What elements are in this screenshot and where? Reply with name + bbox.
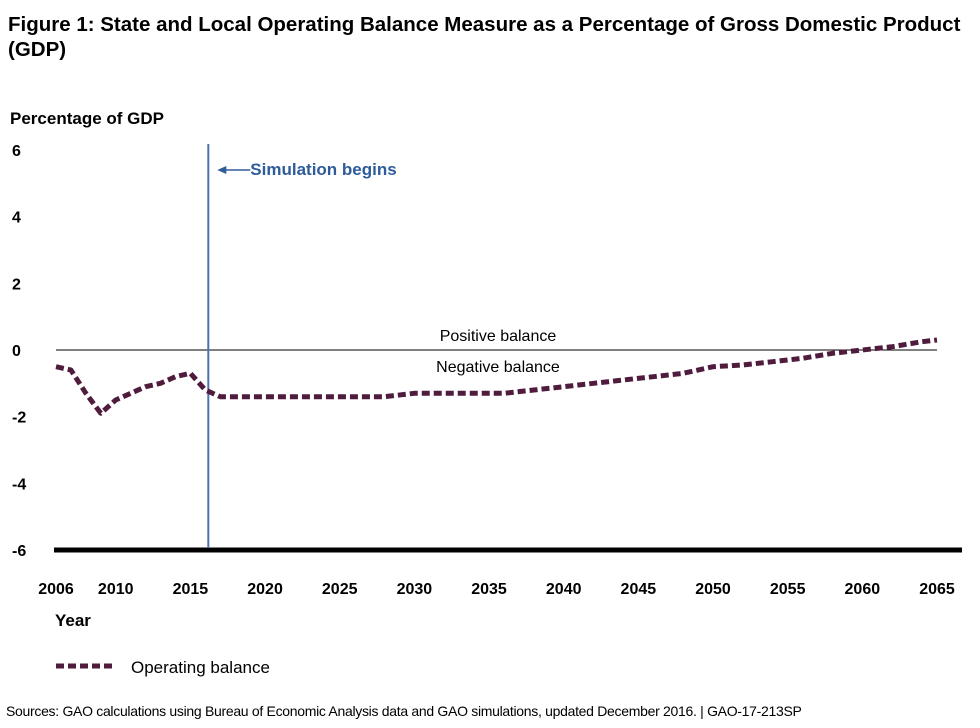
x-tick-label: 2040 [546,581,582,598]
y-tick-label: -2 [12,410,26,427]
y-tick-label: 4 [12,210,21,227]
source-note: Sources: GAO calculations using Bureau o… [6,703,802,719]
x-tick-labels: 2006 2010 2015 2020 2025 2030 2035 2040 2045 2050… [38,581,955,598]
x-tick-label: 2030 [397,581,433,598]
x-tick-label: 2035 [471,581,507,598]
x-tick-label: 2010 [98,581,134,598]
y-tick-label: 2 [12,276,21,293]
x-tick-label: 2050 [695,581,731,598]
y-tick-label: 0 [12,343,21,360]
operating-balance-line [55,337,938,416]
simulation-begins-label: Simulation begins [250,160,396,179]
x-tick-label: 2045 [621,581,657,598]
x-axis-title: Year [55,611,91,630]
simulation-arrow-head [217,166,227,174]
x-tick-label: 2015 [173,581,209,598]
negative-balance-label: Negative balance [436,359,560,376]
y-tick-label: 6 [12,143,21,160]
y-axis-title: Percentage of GDP [10,109,164,128]
y-tick-labels: 6 4 2 0 -2 -4 -6 [12,143,26,560]
x-tick-label: 2055 [770,581,806,598]
figure-title: Figure 1: State and Local Operating Bala… [8,13,961,61]
legend-label: Operating balance [131,658,270,677]
x-tick-label: 2060 [845,581,881,598]
y-tick-label: -6 [12,543,26,560]
chart-marks: Year Positive balance Negative balance Simu… [54,144,962,677]
y-tick-label: -4 [12,476,26,493]
x-tick-label: 2006 [38,581,74,598]
x-tick-label: 2025 [322,581,358,598]
x-tick-label: 2020 [247,581,283,598]
positive-balance-label: Positive balance [440,328,557,345]
x-tick-label: 2065 [919,581,955,598]
